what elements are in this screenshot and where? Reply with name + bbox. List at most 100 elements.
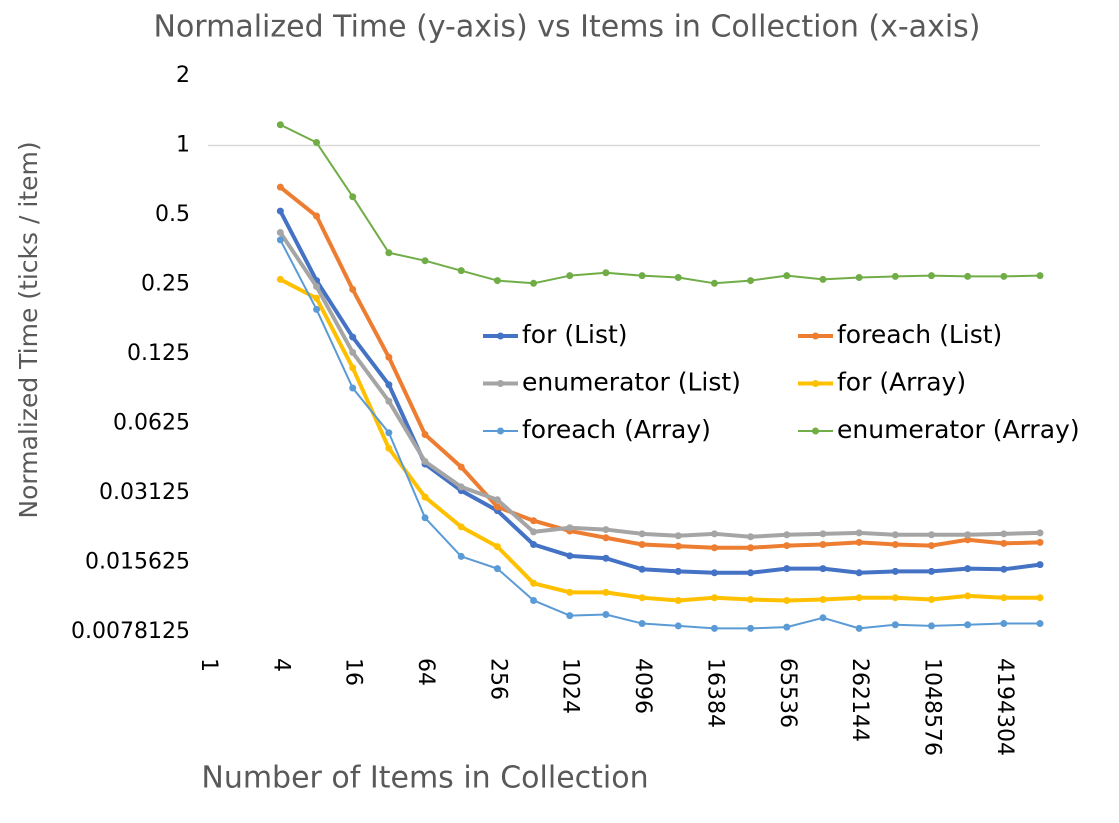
- data-point: [710, 530, 718, 538]
- data-point: [530, 517, 538, 525]
- data-point: [1036, 620, 1044, 628]
- x-tick-label: 262144: [847, 658, 872, 742]
- x-tick-label: 1024: [558, 658, 583, 714]
- data-point: [457, 552, 465, 560]
- legend-label: for (List): [522, 320, 628, 349]
- data-point: [638, 620, 646, 628]
- data-point: [530, 279, 538, 287]
- data-point: [783, 596, 791, 604]
- y-axis-label: Normalized Time (ticks / item): [14, 141, 43, 518]
- data-point: [385, 444, 393, 452]
- data-point: [927, 531, 935, 539]
- data-point: [421, 457, 429, 465]
- x-tick-label: 1: [196, 658, 221, 672]
- y-tick-label: 0.015625: [85, 550, 190, 575]
- data-point: [819, 614, 827, 622]
- data-point: [783, 272, 791, 280]
- series-line: [279, 277, 1040, 603]
- data-point: [1000, 565, 1008, 573]
- data-point: [1036, 272, 1044, 280]
- data-point: [710, 569, 718, 577]
- data-point: [855, 538, 863, 546]
- data-point: [927, 542, 935, 550]
- data-point: [638, 272, 646, 280]
- data-point: [602, 526, 610, 534]
- data-point: [421, 431, 429, 439]
- data-point: [276, 236, 284, 244]
- x-tick-label: 4194304: [992, 658, 1017, 756]
- legend-label: enumerator (List): [522, 368, 741, 397]
- data-point: [349, 193, 357, 201]
- data-point: [349, 384, 357, 392]
- data-point: [602, 611, 610, 619]
- data-point: [891, 540, 899, 548]
- data-point: [566, 272, 574, 280]
- data-point: [566, 524, 574, 532]
- data-point: [566, 612, 574, 620]
- data-point: [710, 624, 718, 632]
- legend-marker: [497, 380, 504, 387]
- data-point: [638, 540, 646, 548]
- data-point: [819, 596, 827, 604]
- data-point: [819, 275, 827, 283]
- data-point: [602, 269, 610, 277]
- data-point: [674, 622, 682, 630]
- data-point: [638, 530, 646, 538]
- data-point: [891, 272, 899, 280]
- data-point: [276, 207, 284, 215]
- data-point: [457, 463, 465, 471]
- data-point: [819, 565, 827, 573]
- data-point: [276, 183, 284, 191]
- legend-marker: [812, 332, 819, 340]
- data-point: [313, 305, 321, 313]
- data-point: [855, 594, 863, 602]
- data-point: [783, 531, 791, 539]
- y-tick-label: 1: [176, 133, 190, 158]
- data-point: [385, 353, 393, 361]
- legend-marker: [497, 332, 504, 340]
- data-point: [964, 536, 972, 544]
- data-point: [276, 275, 284, 283]
- x-tick-label: 4: [268, 658, 293, 672]
- data-point: [385, 249, 393, 257]
- data-point: [927, 596, 935, 604]
- y-tick-label: 0.0078125: [71, 619, 190, 644]
- data-point: [457, 483, 465, 491]
- data-point: [783, 565, 791, 573]
- data-point: [747, 533, 755, 541]
- legend-label: for (Array): [837, 368, 966, 397]
- x-tick-label: 64: [413, 658, 438, 686]
- data-point: [276, 121, 284, 129]
- data-point: [385, 429, 393, 437]
- data-point: [313, 294, 321, 302]
- y-tick-label: 0.5: [155, 202, 190, 227]
- data-point: [1000, 539, 1008, 547]
- data-point: [313, 139, 321, 147]
- data-point: [385, 381, 393, 389]
- data-point: [493, 496, 501, 504]
- data-point: [674, 596, 682, 604]
- data-point: [1036, 561, 1044, 569]
- data-point: [964, 592, 972, 600]
- data-point: [1036, 538, 1044, 546]
- data-point: [927, 272, 935, 280]
- data-point: [891, 621, 899, 629]
- chart-title: Normalized Time (y-axis) vs Items in Col…: [154, 10, 981, 45]
- data-point: [710, 279, 718, 287]
- y-tick-label: 0.03125: [99, 480, 190, 505]
- x-tick-label: 4096: [630, 658, 655, 714]
- data-point: [421, 514, 429, 522]
- x-tick-label: 16: [341, 658, 366, 686]
- data-point: [276, 228, 284, 236]
- data-point: [493, 565, 501, 573]
- y-tick-label: 0.0625: [113, 411, 190, 436]
- legend-label: enumerator (Array): [837, 415, 1080, 444]
- data-point: [674, 274, 682, 282]
- data-point: [457, 267, 465, 275]
- data-point: [964, 565, 972, 573]
- data-point: [819, 540, 827, 548]
- data-point: [1000, 530, 1008, 538]
- data-point: [493, 277, 501, 285]
- data-point: [457, 523, 465, 531]
